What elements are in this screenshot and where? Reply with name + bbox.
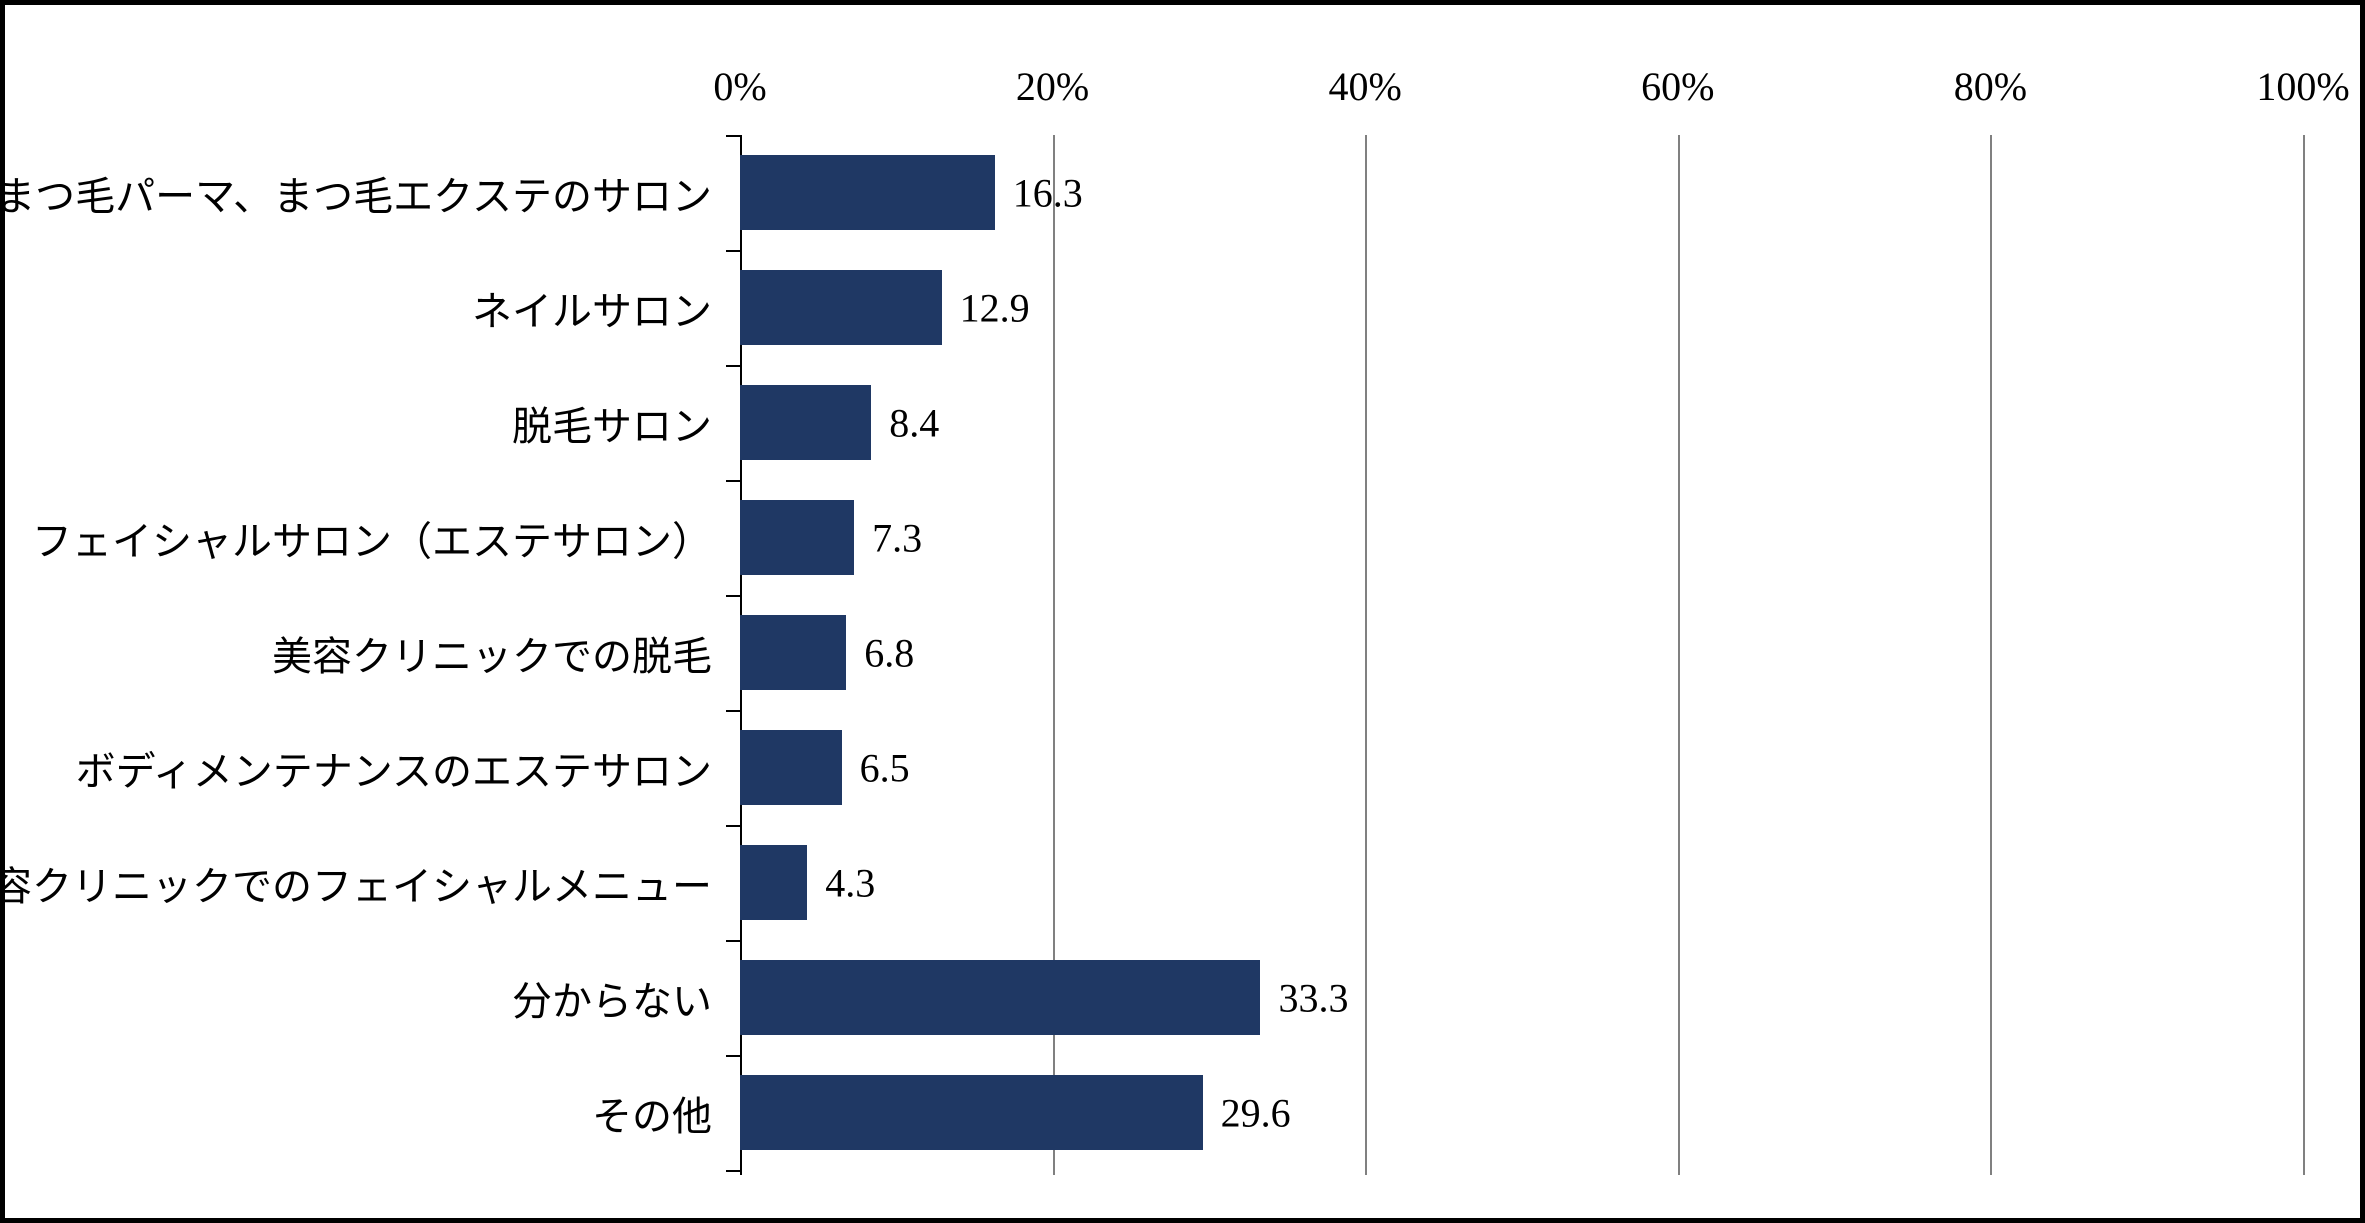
bar-row: ネイルサロン12.9 [740, 250, 2303, 365]
bar [740, 155, 995, 230]
value-label: 4.3 [825, 859, 875, 906]
x-axis-tick-label: 80% [1954, 63, 2027, 110]
bar-row: フェイシャルサロン（エステサロン）7.3 [740, 480, 2303, 595]
y-axis-tick [726, 825, 740, 827]
gridline [2303, 135, 2305, 1175]
category-label: 美容クリニックでの脱毛 [272, 624, 740, 682]
category-label: フェイシャルサロン（エステサロン） [32, 509, 740, 567]
bar-row: その他29.6 [740, 1055, 2303, 1170]
y-axis-tick [726, 250, 740, 252]
bar [740, 1075, 1203, 1150]
bar [740, 845, 807, 920]
bar [740, 730, 842, 805]
x-axis-tick-label: 0% [713, 63, 766, 110]
value-label: 6.8 [864, 629, 914, 676]
category-label: 脱毛サロン [512, 394, 740, 452]
y-axis-tick [726, 710, 740, 712]
y-axis-tick [726, 1055, 740, 1057]
value-label: 29.6 [1221, 1089, 1291, 1136]
y-axis-tick [726, 1170, 740, 1172]
y-axis-tick [726, 940, 740, 942]
chart-frame: 0%20%40%60%80%100%まつ毛パーマ、まつ毛エクステのサロン16.3… [0, 0, 2365, 1223]
x-axis-tick-label: 100% [2256, 63, 2349, 110]
y-axis-tick [726, 365, 740, 367]
y-axis-tick [726, 135, 740, 137]
category-label: ボディメンテナンスのエステサロン [76, 739, 740, 797]
category-label: 分からない [512, 969, 740, 1027]
value-label: 8.4 [889, 399, 939, 446]
y-axis-tick [726, 480, 740, 482]
bar-row: ボディメンテナンスのエステサロン6.5 [740, 710, 2303, 825]
category-label: その他 [592, 1084, 740, 1142]
bar [740, 270, 942, 345]
bar [740, 960, 1260, 1035]
value-label: 12.9 [960, 284, 1030, 331]
bar [740, 500, 854, 575]
bar-row: まつ毛パーマ、まつ毛エクステのサロン16.3 [740, 135, 2303, 250]
bar [740, 385, 871, 460]
category-label: ネイルサロン [472, 279, 740, 337]
x-axis-tick-label: 20% [1016, 63, 1089, 110]
y-axis-tick [726, 595, 740, 597]
x-axis-tick-label: 40% [1329, 63, 1402, 110]
category-label: 美容クリニックでのフェイシャルメニュー [0, 854, 740, 912]
bar [740, 615, 846, 690]
bar-row: 美容クリニックでの脱毛6.8 [740, 595, 2303, 710]
value-label: 33.3 [1278, 974, 1348, 1021]
bar-row: 美容クリニックでのフェイシャルメニュー4.3 [740, 825, 2303, 940]
category-label: まつ毛パーマ、まつ毛エクステのサロン [0, 164, 740, 222]
bar-chart: 0%20%40%60%80%100%まつ毛パーマ、まつ毛エクステのサロン16.3… [740, 135, 2303, 1175]
value-label: 16.3 [1013, 169, 1083, 216]
value-label: 6.5 [860, 744, 910, 791]
x-axis-tick-label: 60% [1641, 63, 1714, 110]
value-label: 7.3 [872, 514, 922, 561]
plot-area: 0%20%40%60%80%100%まつ毛パーマ、まつ毛エクステのサロン16.3… [740, 135, 2303, 1175]
bar-row: 脱毛サロン8.4 [740, 365, 2303, 480]
bar-row: 分からない33.3 [740, 940, 2303, 1055]
